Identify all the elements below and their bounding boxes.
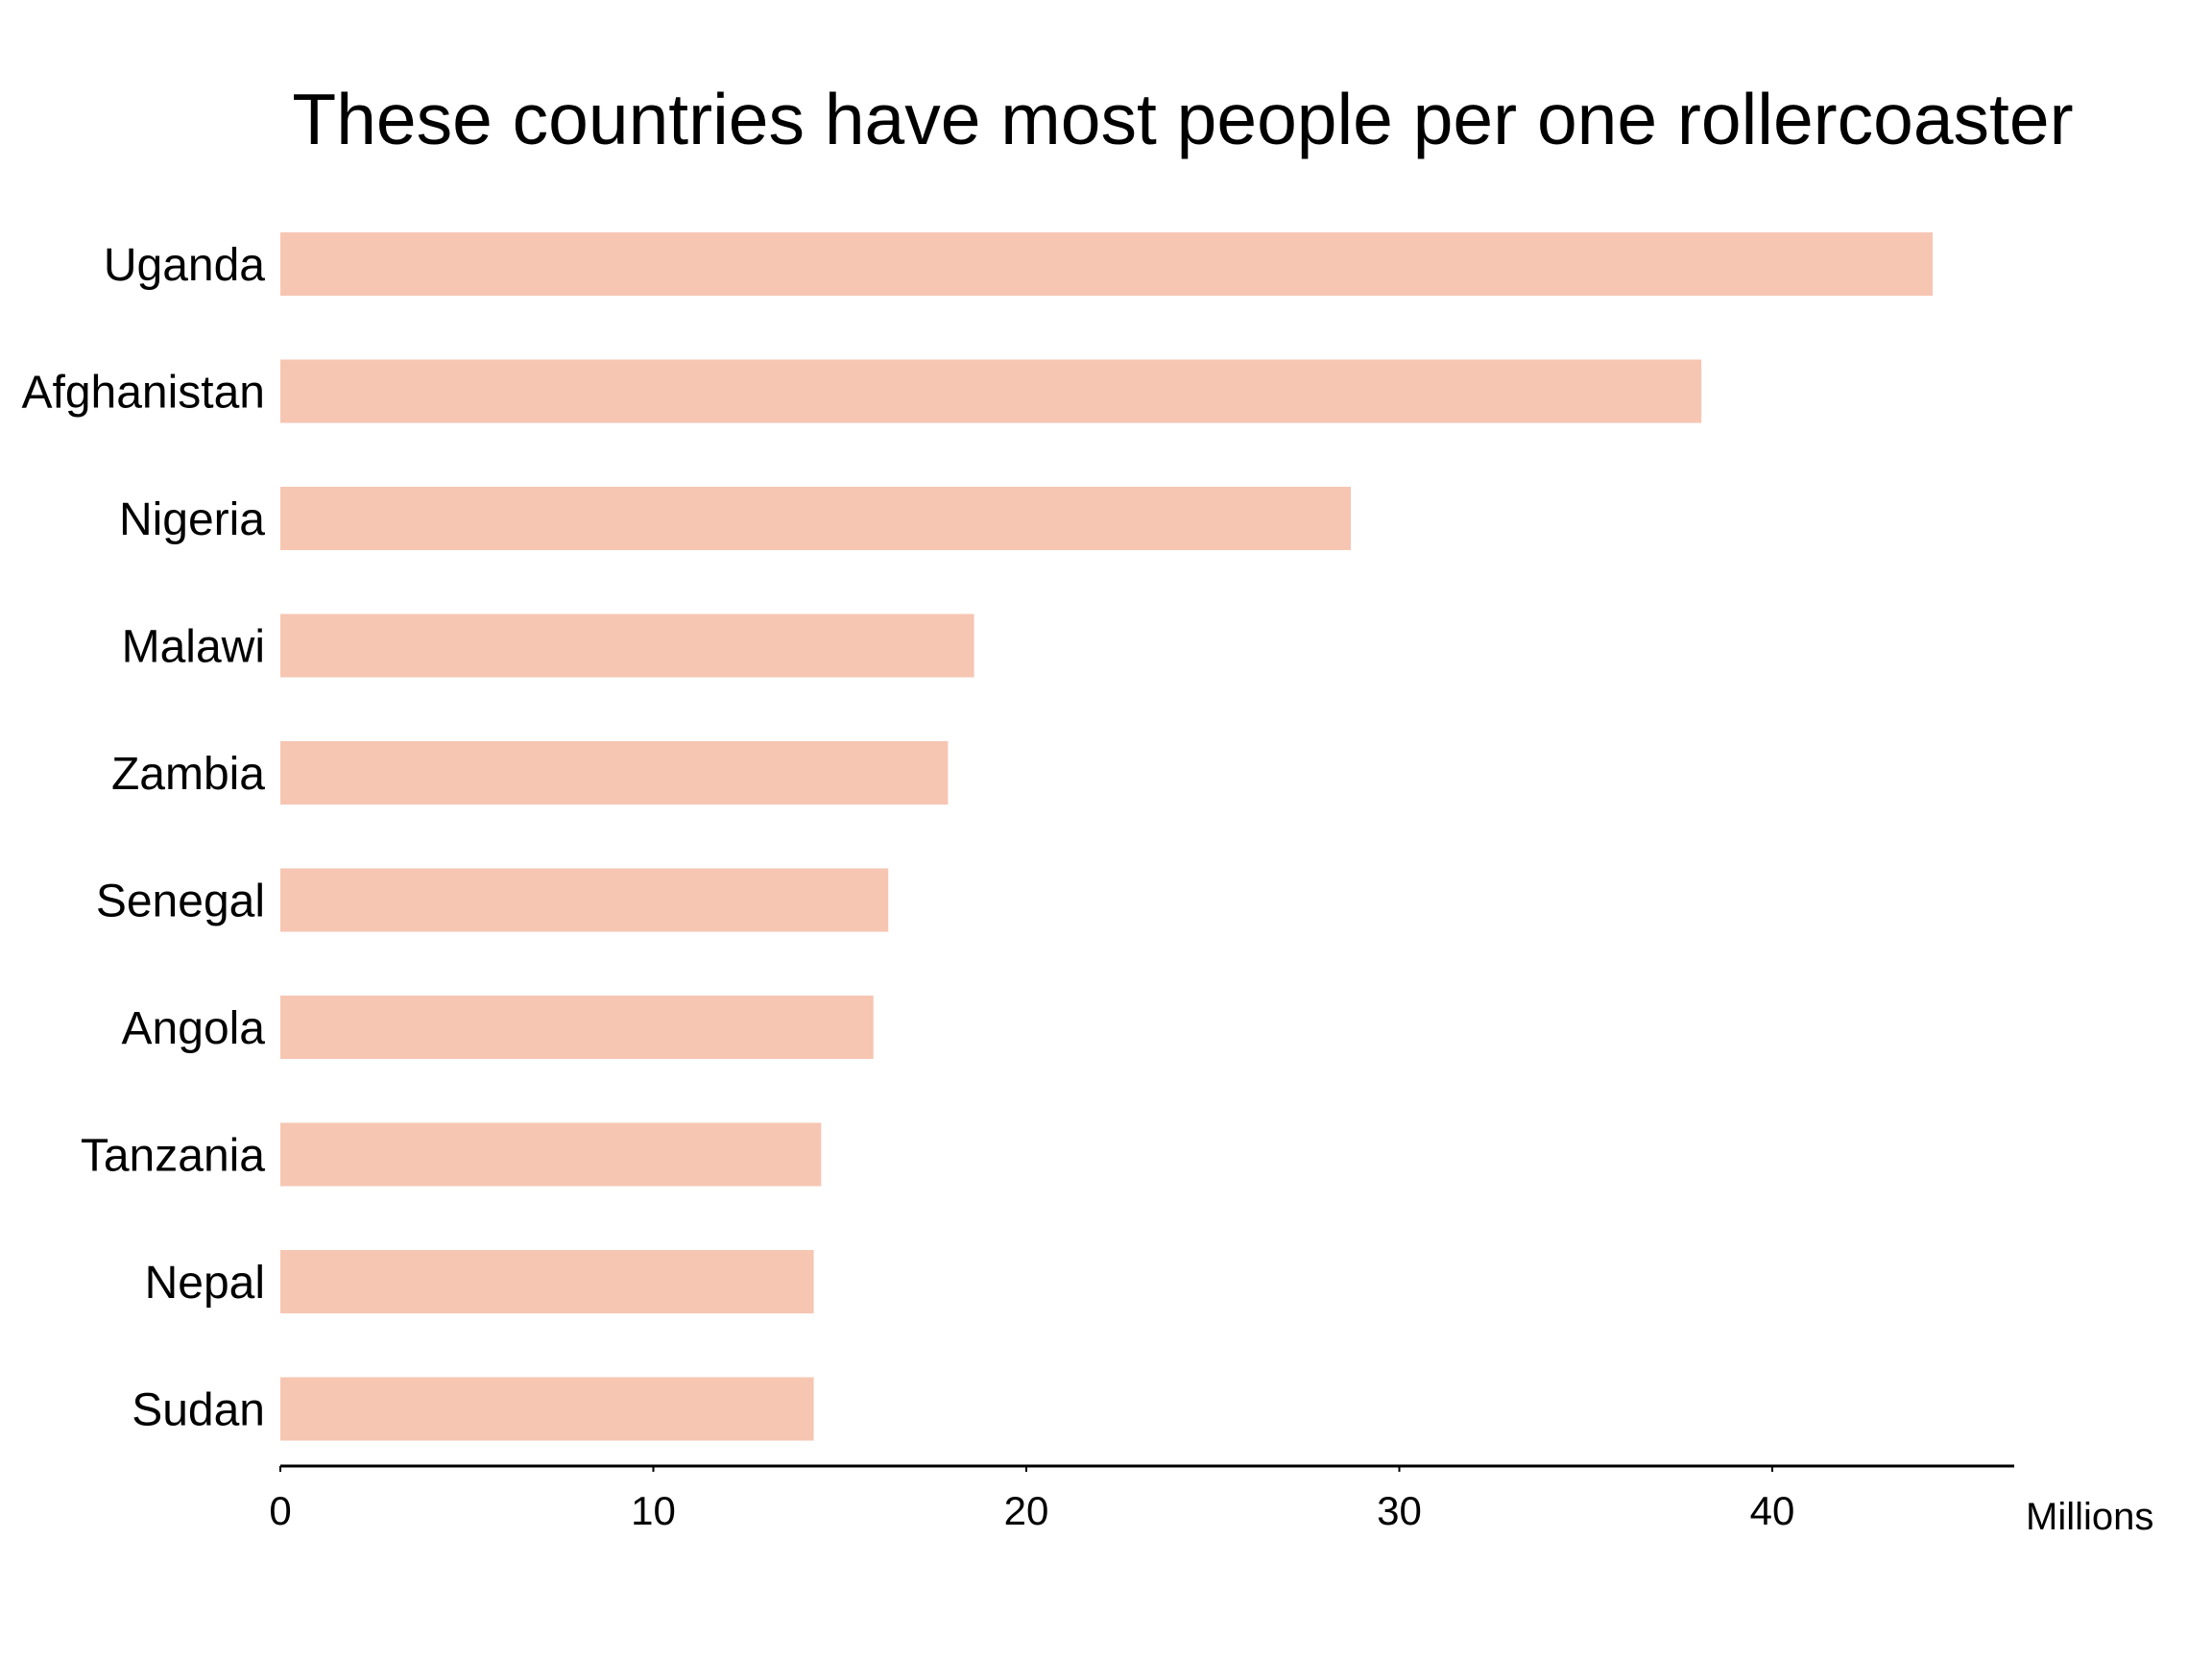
- category-label-sudan: Sudan: [132, 1385, 265, 1436]
- category-labels: Uganda Afghanistan Nigeria Malawi Zambia Sene…: [21, 240, 265, 1436]
- bar-nigeria: [280, 487, 1351, 550]
- bar-uganda: [280, 232, 1934, 296]
- bar-zambia: [280, 741, 949, 805]
- x-tick-labels: 0 10 20 30 40: [269, 1466, 1794, 1533]
- category-label-nigeria: Nigeria: [119, 494, 265, 545]
- bar-sudan: [280, 1377, 814, 1441]
- x-tick-label-10: 10: [631, 1488, 676, 1533]
- bar-nepal: [280, 1250, 814, 1313]
- x-tick-label-0: 0: [269, 1488, 291, 1533]
- bar-malawi: [280, 613, 974, 678]
- category-label-malawi: Malawi: [122, 622, 265, 673]
- bar-senegal: [280, 868, 889, 932]
- category-label-tanzania: Tanzania: [81, 1131, 265, 1182]
- category-label-zambia: Zambia: [111, 749, 265, 800]
- category-label-senegal: Senegal: [96, 877, 265, 927]
- bar-afghanistan: [280, 359, 1702, 423]
- x-tick-label-40: 40: [1750, 1488, 1795, 1533]
- x-unit-label: Millions: [2026, 1496, 2153, 1538]
- category-label-afghanistan: Afghanistan: [21, 368, 265, 419]
- category-label-uganda: Uganda: [104, 240, 265, 291]
- category-label-angola: Angola: [122, 1003, 266, 1054]
- x-tick-label-30: 30: [1377, 1488, 1422, 1533]
- bars-group: [280, 232, 1934, 1441]
- bar-angola: [280, 996, 874, 1059]
- bar-tanzania: [280, 1122, 822, 1187]
- chart-title: These countries have most people per one…: [292, 79, 2073, 159]
- x-tick-label-20: 20: [1004, 1488, 1049, 1533]
- category-label-nepal: Nepal: [145, 1258, 265, 1309]
